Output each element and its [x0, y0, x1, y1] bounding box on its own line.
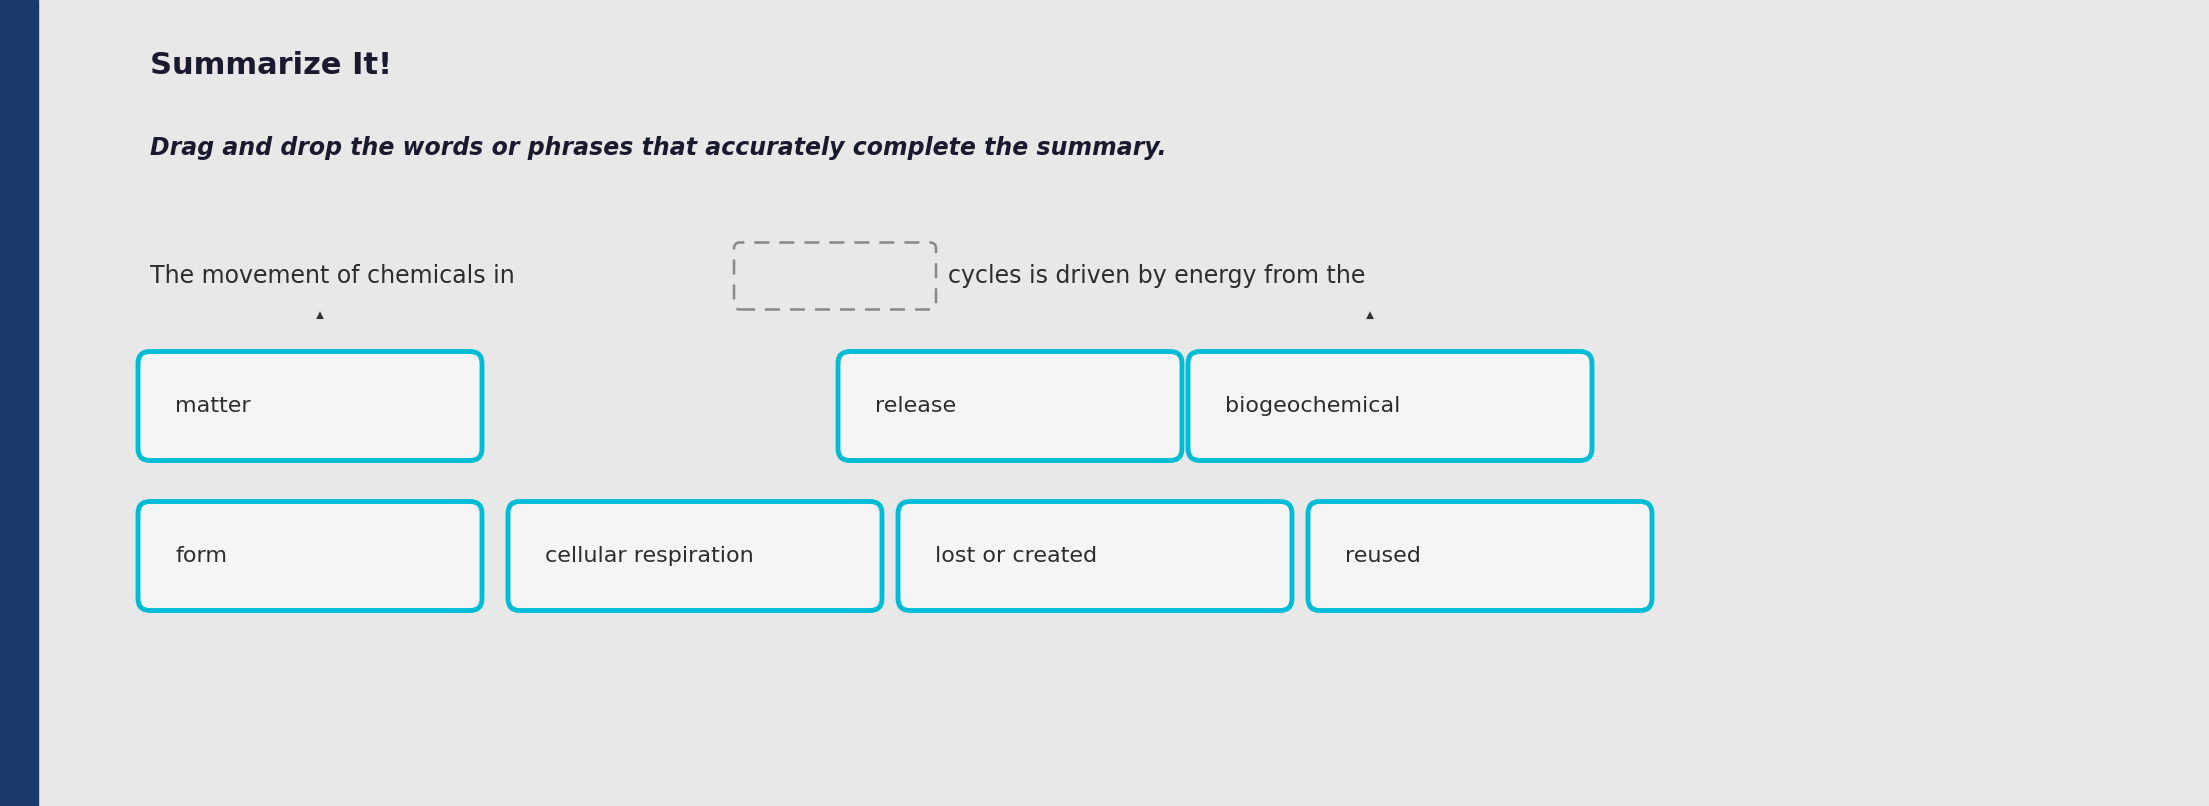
- FancyBboxPatch shape: [137, 351, 482, 460]
- FancyBboxPatch shape: [508, 501, 881, 610]
- FancyBboxPatch shape: [137, 501, 482, 610]
- Text: reused: reused: [1345, 546, 1420, 566]
- Bar: [0, 0, 38, 806]
- Text: form: form: [175, 546, 228, 566]
- Text: lost or created: lost or created: [934, 546, 1098, 566]
- Text: Summarize It!: Summarize It!: [150, 51, 391, 80]
- Text: matter: matter: [175, 396, 250, 416]
- FancyBboxPatch shape: [1308, 501, 1652, 610]
- FancyBboxPatch shape: [837, 351, 1182, 460]
- Text: biogeochemical: biogeochemical: [1226, 396, 1401, 416]
- FancyBboxPatch shape: [899, 501, 1292, 610]
- Text: cycles is driven by energy from the: cycles is driven by energy from the: [948, 264, 1365, 288]
- FancyBboxPatch shape: [733, 243, 937, 310]
- Text: release: release: [875, 396, 956, 416]
- Text: cellular respiration: cellular respiration: [546, 546, 753, 566]
- Text: Drag and drop the words or phrases that accurately complete the summary.: Drag and drop the words or phrases that …: [150, 136, 1166, 160]
- FancyBboxPatch shape: [1188, 351, 1593, 460]
- Text: The movement of chemicals in: The movement of chemicals in: [150, 264, 515, 288]
